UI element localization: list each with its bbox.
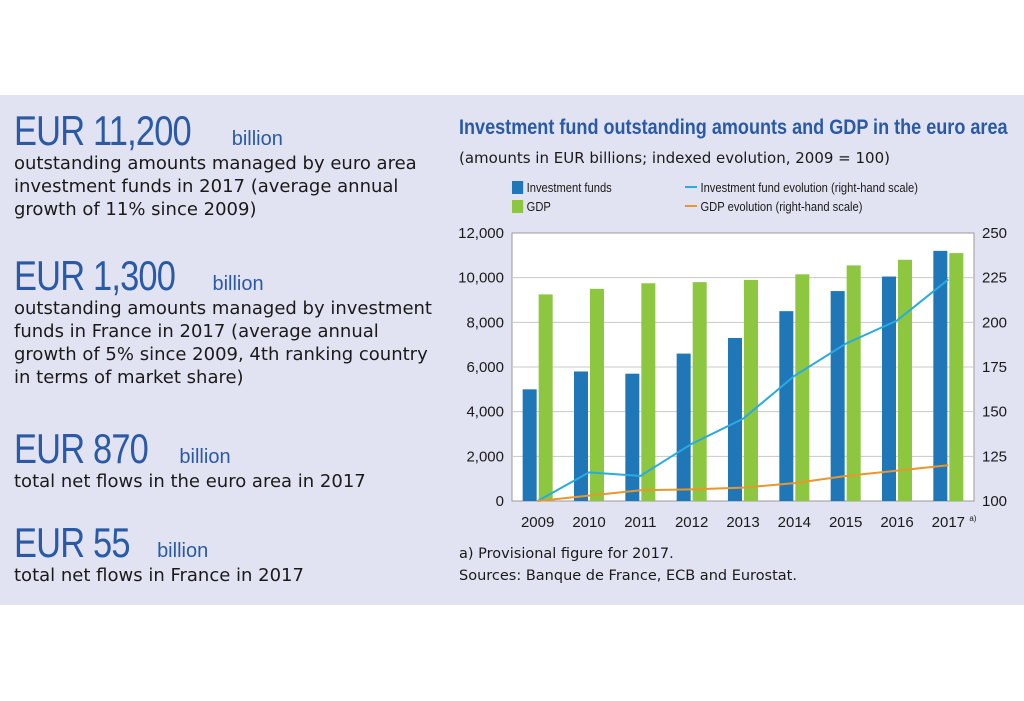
- legend-swatch: [512, 181, 524, 194]
- bar-investment-funds: [933, 250, 948, 501]
- right-tick-label: 125: [982, 448, 1007, 465]
- chart-title: Investment fund outstanding amounts and …: [459, 116, 1008, 139]
- stat-line: growth of 5% since 2009, 4th ranking cou…: [14, 344, 428, 365]
- bar-gdp: [538, 294, 553, 501]
- stat-line: investment funds in 2017 (average annual: [14, 176, 399, 197]
- stat-description: outstanding amounts managed by investmen…: [14, 297, 454, 389]
- left-tick-label: 0: [496, 493, 504, 510]
- line-investment-fund-evolution: [537, 278, 949, 502]
- right-tick-label: 250: [982, 225, 1007, 242]
- legend-swatch: [685, 205, 698, 207]
- bar-gdp: [795, 274, 810, 501]
- legend-label: GDP: [526, 199, 551, 214]
- bar-investment-funds: [574, 371, 588, 501]
- bar-gdp: [590, 288, 604, 501]
- legend-investment-funds: Investment funds: [512, 180, 612, 195]
- stat-france-flows: EUR 55 billion total net flows in France …: [14, 520, 454, 587]
- x-tick-label: 2010: [572, 514, 605, 531]
- stat-line: growth of 11% since 2009): [14, 199, 257, 220]
- stat-value: EUR 55: [14, 519, 130, 566]
- bar-gdp: [898, 259, 912, 501]
- stat-value: EUR 11,200: [14, 107, 192, 154]
- stat-description: total net flows in France in 2017: [14, 564, 454, 587]
- note-provisional: a) Provisional figure for 2017.: [459, 546, 674, 562]
- left-tick-label: 2,000: [466, 448, 504, 465]
- right-tick-label: 150: [982, 404, 1007, 421]
- stat-france-amounts: EUR 1,300 billion outstanding amounts man…: [14, 253, 454, 389]
- chart-subtitle: (amounts in EUR billions; indexed evolut…: [459, 149, 890, 167]
- legend-label: Investment funds: [526, 180, 612, 195]
- bar-gdp: [641, 283, 656, 501]
- stat-euro-area-flows: EUR 870 billion total net flows in the eu…: [14, 426, 454, 493]
- bar-investment-funds: [728, 337, 742, 501]
- right-tick-label: 175: [982, 359, 1007, 376]
- bar-gdp: [846, 265, 861, 501]
- stat-value: EUR 870: [14, 425, 149, 472]
- bar-gdp: [949, 253, 964, 501]
- stat-unit: billion: [157, 540, 209, 562]
- left-tick-label: 10,000: [458, 270, 504, 287]
- stat-line: total net flows in France in 2017: [14, 565, 304, 586]
- bar-gdp: [744, 279, 758, 501]
- legend-label: Investment fund evolution (right-hand sc…: [700, 180, 918, 195]
- x-tick-label: 2012: [675, 514, 708, 531]
- x-footnote-marker: a): [969, 514, 976, 523]
- stat-description: total net flows in the euro area in 2017: [14, 470, 454, 493]
- legend-swatch: [685, 186, 698, 188]
- stat-euro-area-amounts: EUR 11,200 billion outstanding amounts ma…: [14, 108, 454, 221]
- bar-investment-funds: [676, 353, 691, 501]
- x-tick-label: 2011: [624, 514, 656, 531]
- x-tick-label: 2017: [932, 514, 965, 531]
- stat-unit: billion: [212, 273, 264, 295]
- stat-line: funds in France in 2017 (average annual: [14, 321, 379, 342]
- legend-gdp-evolution: GDP evolution (right-hand scale): [685, 199, 862, 214]
- x-tick-label: 2009: [521, 514, 554, 531]
- stat-line: outstanding amounts managed by investmen…: [14, 298, 432, 319]
- stat-value: EUR 1,300: [14, 252, 176, 299]
- x-tick-label: 2014: [778, 514, 811, 531]
- stat-unit: billion: [231, 128, 283, 150]
- stat-line: total net flows in the euro area in 2017: [14, 471, 366, 492]
- left-tick-label: 6,000: [466, 359, 504, 376]
- legend-fund-evolution: Investment fund evolution (right-hand sc…: [685, 180, 918, 195]
- bar-investment-funds: [779, 311, 794, 501]
- x-tick-label: 2013: [726, 514, 759, 531]
- left-tick-label: 4,000: [466, 404, 504, 421]
- right-tick-label: 225: [982, 270, 1007, 287]
- legend-label: GDP evolution (right-hand scale): [700, 199, 863, 214]
- stat-unit: billion: [179, 446, 231, 468]
- x-tick-label: 2015: [829, 514, 862, 531]
- line-gdp-evolution: [537, 464, 949, 502]
- stat-line: outstanding amounts managed by euro area: [14, 153, 417, 174]
- right-tick-label: 100: [982, 493, 1007, 510]
- legend-swatch: [512, 200, 524, 213]
- bar-investment-funds: [522, 389, 537, 501]
- right-tick-label: 200: [982, 314, 1007, 331]
- bar-investment-funds: [882, 276, 896, 501]
- left-tick-label: 8,000: [466, 314, 504, 331]
- bar-gdp: [692, 282, 707, 501]
- stat-description: outstanding amounts managed by euro area…: [14, 152, 454, 221]
- x-tick-label: 2016: [880, 514, 913, 531]
- left-tick-label: 12,000: [458, 225, 504, 242]
- bar-investment-funds: [625, 373, 640, 501]
- note-sources: Sources: Banque de France, ECB and Euros…: [459, 568, 797, 584]
- bar-investment-funds: [830, 291, 845, 501]
- stat-line: in terms of market share): [14, 367, 244, 388]
- legend-gdp: GDP: [512, 199, 551, 214]
